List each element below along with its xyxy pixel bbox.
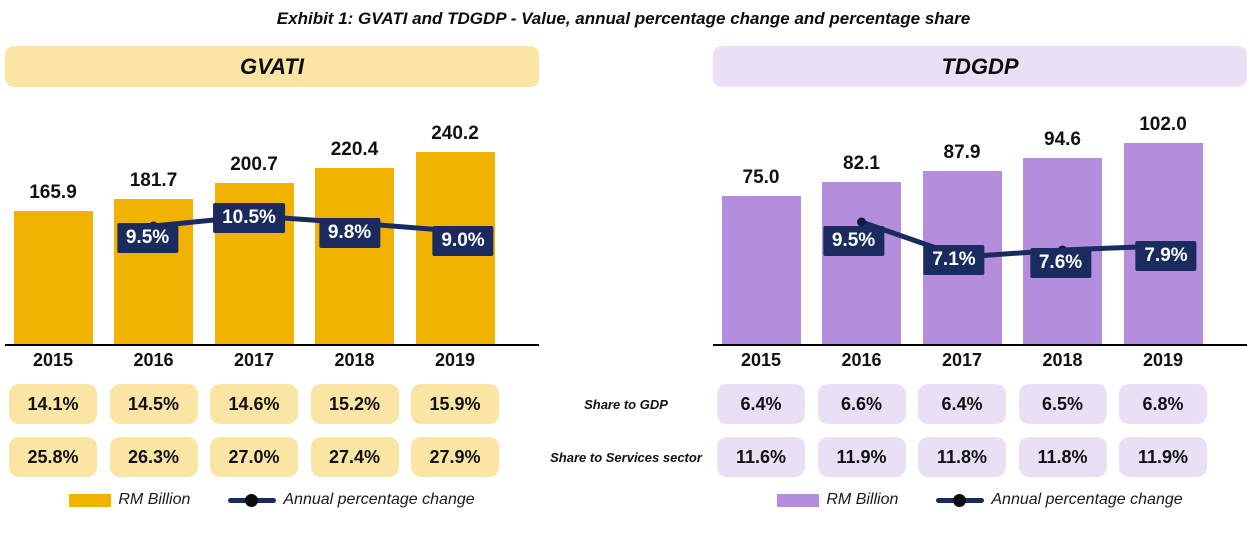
- legend-label: RM Billion: [826, 491, 899, 508]
- annual-change-line-icon: [228, 493, 277, 507]
- share-gdp-pill: 15.9%: [411, 384, 499, 424]
- share-gdp-pill: 14.6%: [210, 384, 298, 424]
- gvati-panel: GVATI 165.9 181.7 200.7 220.4 240.2 9.5% 10.5%…: [5, 46, 539, 509]
- exhibit-title: Exhibit 1: GVATI and TDGDP - Value, annu…: [276, 9, 971, 28]
- annual-change-label: 9.5%: [822, 226, 885, 256]
- year-label: 2018: [1042, 350, 1083, 370]
- share-services-pill: 27.0%: [210, 437, 298, 477]
- tdgdp-plot-area: 75.0 82.1 87.9 94.6 102.0 9.5% 7.1% 7.6% 7.9%: [713, 94, 1247, 346]
- legend-item: Annual percentage change: [936, 491, 1183, 509]
- legend-item: RM Billion: [777, 491, 898, 509]
- gvati-panel-header: GVATI: [5, 46, 539, 87]
- bar-value-label: 240.2: [431, 123, 479, 144]
- year-label: 2019: [1142, 350, 1184, 370]
- share-services-pill: 11.9%: [1119, 437, 1207, 477]
- legend-dot: [953, 494, 967, 507]
- tdgdp-share-gdp-row: 6.4% 6.6% 6.4% 6.5% 6.8%: [713, 384, 1247, 424]
- gvati-legend: RM Billion Annual percentage change: [5, 491, 539, 509]
- gvati-share-services-row: 25.8% 26.3% 27.0% 27.4% 27.9%: [5, 437, 539, 477]
- share-gdp-pill: 6.5%: [1018, 384, 1107, 424]
- bar-value-label: 181.7: [129, 170, 178, 191]
- annual-change-label: 7.9%: [1135, 241, 1197, 271]
- annual-change-label: 9.8%: [318, 218, 381, 248]
- annual-change-label: 9.0%: [432, 226, 494, 256]
- share-services-pill: 11.6%: [717, 437, 805, 477]
- share-services-pill: 26.3%: [109, 437, 198, 477]
- share-services-pill: 11.8%: [918, 437, 1006, 477]
- line-marker-dot: [857, 217, 866, 227]
- share-to-services-label: Share to Services sector: [550, 449, 702, 465]
- legend-dot: [245, 494, 259, 507]
- year-label: 2016: [841, 350, 882, 370]
- year-label: 2016: [133, 350, 174, 370]
- tdgdp-panel-header: TDGDP: [713, 46, 1247, 87]
- charts-row: GVATI 165.9 181.7 200.7 220.4 240.2 9.5% 10.5%…: [5, 46, 1247, 509]
- bar-value-label: 75.0: [742, 167, 780, 188]
- share-services-pill: 27.4%: [310, 437, 399, 477]
- share-gdp-pill: 6.4%: [918, 384, 1006, 424]
- row-label-column: Share to GDP Share to Services sector: [539, 46, 713, 509]
- share-gdp-pill: 15.2%: [310, 384, 399, 424]
- bar-value-label: 102.0: [1139, 114, 1187, 135]
- gvati-share-gdp-row: 14.1% 14.5% 14.6% 15.2% 15.9%: [5, 384, 539, 424]
- year-label: 2017: [233, 350, 275, 370]
- legend-label: RM Billion: [118, 491, 191, 508]
- legend-item: Annual percentage change: [228, 491, 475, 509]
- legend-label: Annual percentage change: [283, 491, 475, 508]
- share-services-pill: 27.9%: [411, 437, 499, 477]
- share-gdp-pill: 6.6%: [817, 384, 906, 424]
- annual-change-label: 7.6%: [1029, 248, 1092, 278]
- gvati-plot-area: 165.9 181.7 200.7 220.4 240.2 9.5% 10.5% 9.8% 9.…: [5, 94, 539, 346]
- annual-change-label: 7.1%: [923, 245, 985, 275]
- rm-billion-swatch-icon: [69, 493, 112, 507]
- annual-change-label: 10.5%: [213, 203, 285, 233]
- share-services-pill: 25.8%: [9, 437, 97, 477]
- bar-value-label: 87.9: [943, 142, 981, 163]
- bar-value-label: 82.1: [843, 153, 880, 174]
- share-gdp-pill: 6.8%: [1119, 384, 1207, 424]
- legend-label: Annual percentage change: [991, 491, 1183, 508]
- gvati-year-axis: 2015 2016 2017 2018 2019: [5, 346, 539, 376]
- legend-item: RM Billion: [69, 491, 190, 509]
- share-to-gdp-label: Share to GDP: [584, 396, 668, 412]
- bar-value-label: 200.7: [230, 154, 278, 175]
- year-label: 2019: [434, 350, 476, 370]
- tdgdp-legend: RM Billion Annual percentage change: [713, 491, 1247, 509]
- annual-change-line-icon: [936, 493, 985, 507]
- tdgdp-panel: TDGDP 75.0 82.1 87.9 94.6 102.0 9.5% 7.1% 7.6% 7…: [713, 46, 1247, 509]
- bar-value-label: 165.9: [29, 182, 77, 203]
- share-services-pill: 11.8%: [1018, 437, 1107, 477]
- year-label: 2017: [941, 350, 983, 370]
- year-label: 2015: [740, 350, 782, 370]
- tdgdp-share-services-row: 11.6% 11.9% 11.8% 11.8% 11.9%: [713, 437, 1247, 477]
- rm-billion-swatch-icon: [777, 493, 820, 507]
- bar-2015: [721, 196, 801, 344]
- share-gdp-pill: 14.5%: [109, 384, 198, 424]
- share-services-pill: 11.9%: [817, 437, 906, 477]
- share-gdp-pill: 6.4%: [717, 384, 805, 424]
- share-gdp-pill: 14.1%: [9, 384, 97, 424]
- bar-2016: [822, 182, 901, 344]
- bar-value-label: 94.6: [1044, 129, 1081, 150]
- year-label: 2018: [334, 350, 375, 370]
- bar-value-label: 220.4: [330, 139, 379, 160]
- annual-change-label: 9.5%: [116, 223, 179, 253]
- bar-2018: [315, 168, 394, 344]
- year-label: 2015: [32, 350, 74, 370]
- bar-2015: [13, 211, 93, 344]
- tdgdp-year-axis: 2015 2016 2017 2018 2019: [713, 346, 1247, 376]
